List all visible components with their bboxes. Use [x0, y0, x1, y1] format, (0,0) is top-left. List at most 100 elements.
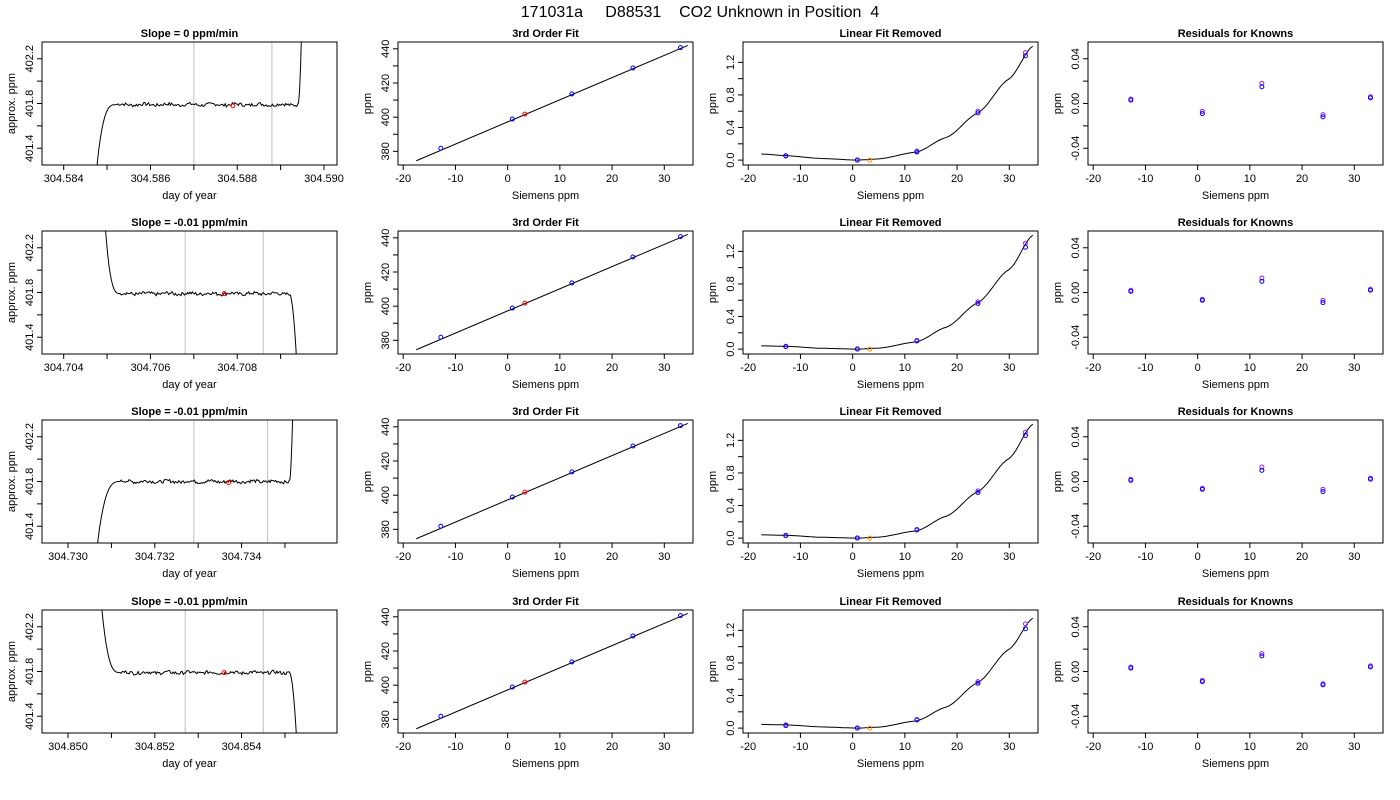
y-tick-label: 1.2 [725, 623, 737, 638]
known-point [783, 344, 789, 350]
x-tick-label: -10 [792, 741, 808, 753]
known-point [630, 65, 636, 71]
x-tick-label: 0 [1195, 362, 1201, 374]
y-tick-label: -0.04 [1070, 136, 1082, 161]
x-tick-label: 304.706 [131, 362, 171, 374]
x-tick-label: 30 [1348, 741, 1360, 753]
y-axis-label: ppm [362, 93, 374, 114]
x-tick-label: 0 [505, 173, 511, 185]
y-tick-label: 401.4 [24, 512, 36, 540]
x-tick-label: 0 [850, 362, 856, 374]
y-tick-label: 400 [380, 486, 392, 504]
known-point [854, 157, 860, 163]
x-tick-label: 10 [1244, 173, 1256, 185]
known-point-alt [1320, 297, 1326, 303]
panel-3-2: Linear Fit Removed -20 -10 0 10 20 30 0.0 0.4 0.8… [707, 596, 1039, 770]
y-tick-label: 402.2 [24, 613, 36, 641]
known-point [509, 305, 515, 311]
x-tick-label: -10 [447, 741, 463, 753]
fit-line [416, 44, 688, 162]
known-point [783, 533, 789, 539]
fit-line [416, 422, 688, 540]
x-tick-label: -10 [447, 362, 463, 374]
y-tick-label: 402.2 [24, 234, 36, 262]
x-tick-label: 20 [1296, 551, 1308, 563]
plot-frame [742, 41, 1039, 166]
x-tick-label: 30 [1003, 551, 1015, 563]
y-tick-label: 0.0 [725, 152, 737, 167]
x-axis-label: day of year [162, 190, 217, 202]
y-tick-label: 0.0 [725, 530, 737, 545]
panel-title: Slope = -0.01 ppm/min [131, 596, 248, 608]
analyzer-trace [96, 42, 302, 165]
fit-curve [761, 234, 1034, 350]
plot-frame [397, 419, 694, 544]
y-axis-label: ppm [707, 471, 719, 492]
x-tick-label: 30 [658, 741, 670, 753]
y-tick-label: 440 [380, 608, 392, 626]
x-tick-label: -20 [740, 362, 756, 374]
known-point-alt [1259, 651, 1265, 657]
known-point-alt [1199, 108, 1205, 114]
unknown-point [522, 489, 528, 495]
fit-line [416, 612, 688, 730]
y-tick-label: 0.8 [725, 655, 737, 670]
x-axis-label: Siemens ppm [857, 190, 924, 202]
y-tick-label: 402.2 [24, 423, 36, 451]
y-tick-label: 0.04 [1070, 616, 1082, 637]
panel-3-1: 3rd Order Fit -20 -10 0 10 20 30 380 400 420 440 Si… [362, 596, 694, 770]
x-tick-label: 10 [899, 741, 911, 753]
x-tick-label: 304.586 [131, 173, 171, 185]
panel-2-0: Slope = -0.01 ppm/min 304.730 304.732 304.7… [6, 406, 338, 580]
unknown-mean-point [221, 670, 227, 676]
y-tick-label: -0.04 [1070, 704, 1082, 729]
y-tick-label: 0.00 [1070, 93, 1082, 114]
known-point [783, 723, 789, 729]
plot-area [761, 423, 1034, 541]
y-tick-label: 0.04 [1070, 426, 1082, 447]
x-tick-label: 20 [1296, 173, 1308, 185]
plot-frame [742, 419, 1039, 544]
x-tick-label: 30 [1348, 173, 1360, 185]
x-tick-label: 20 [951, 173, 963, 185]
y-tick-label: -0.04 [1070, 325, 1082, 350]
x-tick-label: 0 [505, 551, 511, 563]
x-tick-label: 10 [1244, 741, 1256, 753]
y-tick-label: 420 [380, 263, 392, 281]
known-point [854, 725, 860, 731]
y-tick-label: 420 [380, 642, 392, 660]
known-point [975, 680, 981, 686]
y-tick-label: 401.4 [24, 323, 36, 351]
plot-area [416, 233, 688, 351]
y-axis-label: approx. ppm [6, 262, 18, 323]
unknown-mean-point [226, 480, 232, 486]
x-tick-label: 30 [1003, 362, 1015, 374]
plot-frame [397, 230, 694, 355]
known-point [854, 346, 860, 352]
x-tick-label: 304.734 [222, 551, 262, 563]
known-point [569, 280, 575, 286]
known-point-alt [1022, 429, 1028, 435]
known-point [677, 613, 683, 619]
known-point [1022, 626, 1028, 632]
x-tick-label: 30 [658, 173, 670, 185]
known-point-alt [1320, 112, 1326, 118]
known-point-alt [1259, 80, 1265, 86]
y-tick-label: 420 [380, 74, 392, 92]
known-point [975, 300, 981, 306]
analyzer-trace [101, 610, 297, 733]
known-point [630, 633, 636, 639]
y-tick-label: 401.4 [24, 134, 36, 162]
x-tick-label: 10 [554, 362, 566, 374]
y-tick-label: 402.2 [24, 45, 36, 73]
known-point [1259, 278, 1265, 284]
analyzer-trace [97, 420, 294, 543]
known-point-alt [975, 108, 981, 114]
x-tick-label: 30 [1003, 741, 1015, 753]
fit-curve [761, 423, 1034, 539]
known-point [509, 684, 515, 690]
known-point [1199, 111, 1205, 117]
x-tick-label: 20 [951, 551, 963, 563]
known-point [1367, 664, 1373, 670]
